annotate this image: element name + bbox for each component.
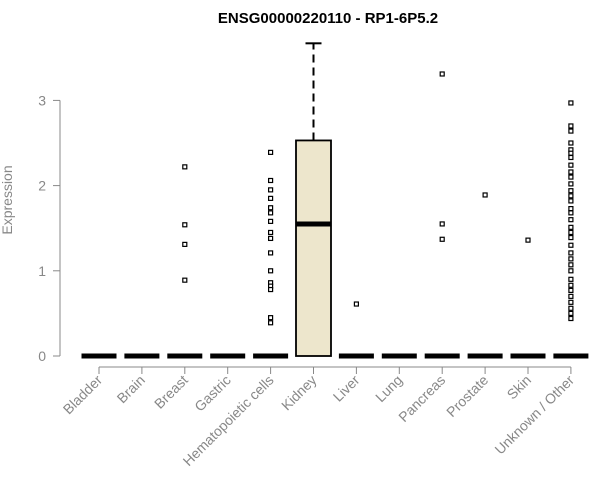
box-pancreas — [424, 71, 460, 359]
outlier-point — [568, 206, 574, 212]
x-tick-label: Unknown / Other — [491, 372, 577, 458]
outlier-point — [568, 299, 574, 305]
outlier-point — [182, 222, 188, 228]
outlier-point — [568, 287, 574, 293]
x-tick-label: Liver — [330, 372, 363, 405]
outlier-point — [568, 256, 574, 262]
x-tick-label: Gastric — [191, 372, 234, 415]
outlier-point — [568, 162, 574, 168]
outlier-point — [568, 262, 574, 268]
outlier-point — [268, 250, 274, 256]
outlier-point — [568, 150, 574, 156]
outlier-point — [568, 234, 574, 241]
boxes — [81, 42, 589, 359]
outlier-point — [268, 177, 274, 184]
outlier-point — [568, 210, 574, 216]
outlier-point — [268, 268, 274, 274]
outlier-point — [568, 268, 574, 274]
outlier-point — [482, 192, 488, 198]
outlier-point — [568, 229, 574, 236]
y-tick-label: 2 — [38, 178, 46, 194]
outlier-point — [268, 229, 274, 236]
box-body — [295, 139, 332, 357]
outlier-point — [439, 236, 445, 242]
x-tick-label: Lung — [372, 372, 405, 405]
box-breast — [167, 164, 203, 359]
outlier-point — [568, 181, 574, 187]
outlier-point — [268, 187, 274, 193]
outlier-point — [268, 195, 274, 201]
outlier-point — [268, 205, 274, 211]
box-hematopoietic-cells — [253, 149, 289, 359]
outlier-point — [568, 100, 574, 106]
x-tick-label: Brain — [114, 372, 148, 406]
outlier-point — [525, 237, 531, 243]
y-axis-label: Expression — [0, 165, 15, 234]
outlier-point — [268, 235, 274, 242]
outlier-point — [268, 218, 274, 224]
outlier-point — [353, 301, 359, 307]
box-skin — [510, 237, 546, 359]
box-prostate — [467, 192, 503, 359]
outlier-point — [568, 242, 574, 248]
x-tick-label: Bladder — [60, 372, 106, 418]
y-tick-label: 0 — [38, 348, 46, 364]
outlier-point — [268, 210, 274, 216]
outlier-point — [568, 305, 574, 311]
outlier-point — [568, 198, 574, 204]
outlier-point — [568, 276, 574, 282]
y-tick-label: 1 — [38, 263, 46, 279]
outlier-point — [182, 241, 188, 247]
chart-title: ENSG00000220110 - RP1-6P5.2 — [218, 10, 438, 27]
outlier-point — [568, 193, 574, 199]
outlier-point — [439, 221, 445, 227]
outlier-point — [268, 149, 274, 155]
box-kidney — [295, 42, 332, 357]
y-tick-label: 3 — [38, 92, 46, 108]
outlier-point — [568, 174, 574, 180]
outlier-point — [182, 164, 188, 170]
outlier-point — [568, 128, 574, 134]
outlier-point — [182, 277, 188, 283]
outlier-point — [439, 71, 445, 77]
outlier-point — [568, 315, 574, 322]
x-tick-label: Skin — [504, 372, 535, 403]
outlier-point — [568, 154, 574, 161]
outlier-point — [268, 320, 274, 326]
outlier-point — [568, 224, 574, 230]
box-unknown-other — [553, 100, 589, 359]
x-tick-label: Kidney — [278, 372, 320, 414]
outlier-point — [568, 169, 574, 175]
outlier-point — [568, 217, 574, 223]
x-tick-label: Breast — [151, 372, 191, 412]
x-tick-label: Prostate — [443, 372, 491, 420]
outlier-point — [568, 123, 574, 129]
outlier-point — [568, 282, 574, 288]
outlier-point — [568, 188, 574, 194]
outlier-point — [268, 315, 274, 321]
outlier-point — [268, 286, 274, 293]
outlier-point — [568, 293, 574, 299]
outlier-point — [568, 310, 574, 316]
outlier-point — [568, 140, 574, 146]
x-tick-label: Pancreas — [395, 372, 448, 425]
box-liver — [338, 301, 374, 359]
outlier-point — [568, 250, 574, 256]
